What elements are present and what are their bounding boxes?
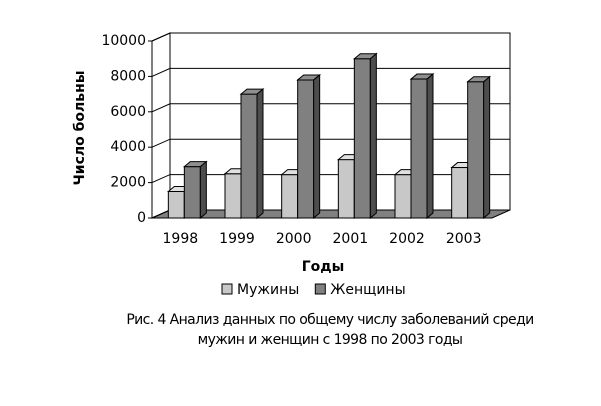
- caption: Рис. 4 Анализ данных по общему числу заб…: [126, 312, 533, 328]
- bar: [297, 79, 315, 219]
- x-tick-label: 2001: [333, 231, 369, 247]
- bar: [240, 93, 258, 219]
- x-tick-label: 2002: [389, 231, 425, 247]
- x-axis-label: Годы: [302, 259, 345, 275]
- grid-line: [151, 138, 510, 148]
- bar: [183, 166, 201, 219]
- legend-label: Мужины: [237, 282, 299, 298]
- bar: [337, 159, 355, 219]
- bar: [281, 174, 299, 219]
- bar-side: [199, 160, 207, 220]
- legend-swatch: [221, 283, 233, 295]
- y-tick-label: 8000: [110, 68, 146, 84]
- caption: мужин и женщин с 1998 по 2003 годы: [198, 332, 463, 348]
- grid-line: [151, 67, 510, 77]
- side-wall: [151, 32, 171, 219]
- y-tick-label: 10000: [101, 33, 146, 49]
- y-tick-label: 6000: [110, 104, 146, 120]
- grid-line: [151, 32, 510, 42]
- bar-side: [256, 88, 264, 220]
- bar-side: [483, 75, 491, 220]
- bar: [353, 58, 371, 219]
- x-tick-label: 1999: [219, 231, 255, 247]
- y-tick-label: 2000: [110, 175, 146, 191]
- bar: [224, 173, 242, 219]
- x-tick-label: 1998: [163, 231, 199, 247]
- bar-side: [426, 72, 434, 220]
- legend-label: Женщины: [330, 282, 405, 298]
- bar: [167, 190, 185, 219]
- legend-swatch: [314, 283, 326, 295]
- bar: [467, 81, 485, 219]
- bar-side: [313, 73, 321, 220]
- y-tick-label: 0: [137, 210, 146, 226]
- bar: [451, 167, 469, 219]
- x-tick-label: 2003: [446, 231, 482, 247]
- y-axis-label: Число больны: [72, 70, 88, 185]
- y-tick-label: 4000: [110, 139, 146, 155]
- bar-side: [369, 52, 377, 220]
- bar: [394, 174, 412, 219]
- x-tick-label: 2000: [276, 231, 312, 247]
- grid-line: [151, 103, 510, 113]
- bar: [410, 78, 428, 219]
